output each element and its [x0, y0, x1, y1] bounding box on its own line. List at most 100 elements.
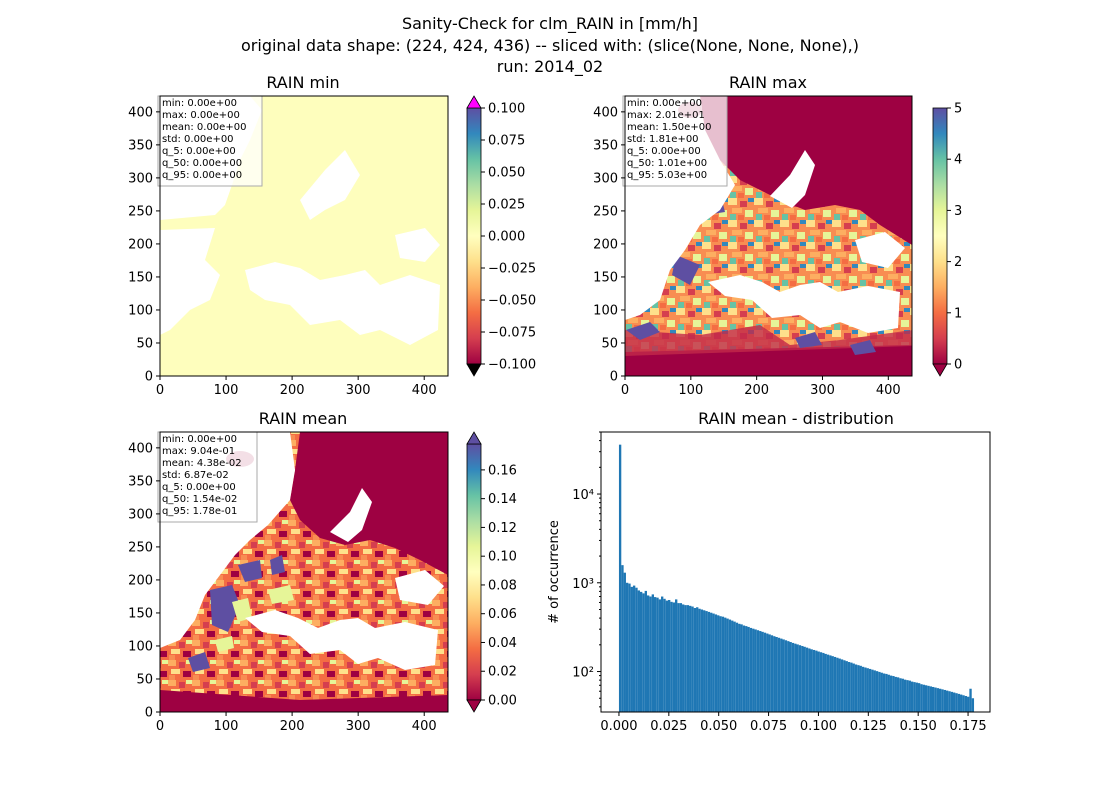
histogram-bar — [658, 599, 662, 712]
x-tick-label: 100 — [214, 719, 239, 734]
histogram-bar — [934, 687, 937, 712]
histogram-bar — [747, 626, 750, 712]
stat-line: q_5: 0.00e+00 — [627, 146, 701, 157]
histogram-bar — [756, 630, 760, 712]
y-tick-label: 350 — [128, 138, 153, 153]
colorbar-tick-label: 0.050 — [488, 166, 525, 181]
panel-rain-max: RAIN max min: 0.00e+00 max: 2.01e+01 mea… — [593, 73, 962, 398]
histogram-bar — [738, 623, 741, 712]
histogram-bar — [910, 681, 914, 712]
colorbar: 0.16 0.14 0.12 0.10 0.08 0.06 0.04 0.02 0.00 — [466, 431, 517, 713]
colorbar-tick-label: −0.075 — [488, 326, 536, 341]
histogram-bar — [969, 688, 972, 712]
histogram-bar — [960, 694, 963, 712]
x-tick-label: 0.050 — [700, 719, 737, 734]
histogram-bar — [927, 685, 930, 712]
suptitle-line-2: original data shape: (224, 424, 436) -- … — [241, 36, 859, 55]
histogram-bar — [696, 607, 699, 712]
x-tick-label: 400 — [412, 383, 437, 398]
x-tick-label: 0.150 — [900, 719, 937, 734]
histogram-bar — [649, 596, 652, 712]
histogram-bar — [768, 634, 771, 712]
x-tick-label: 100 — [214, 383, 239, 398]
histogram-bar — [656, 597, 659, 712]
histogram-bar — [679, 603, 683, 712]
y-tick-label: 250 — [593, 204, 618, 219]
sea-mask-mediterranean — [708, 275, 900, 333]
panel-rain-mean: RAIN mean min: 0.00e+00 max: 9.04e-01 me… — [128, 409, 517, 734]
colorbar-tick-label: 0.08 — [488, 578, 517, 593]
histogram-bar — [777, 637, 781, 712]
histogram-bar — [941, 689, 944, 712]
histogram-bar — [889, 675, 893, 712]
stat-line: q_95: 0.00e+00 — [162, 170, 242, 181]
histogram-axes: 0.000 0.025 0.050 0.075 0.100 0.125 0.150 0.175… — [572, 431, 987, 734]
histogram-bar — [686, 605, 690, 712]
histogram-bar — [672, 602, 676, 712]
histogram-bar — [840, 659, 844, 712]
stat-line: q_95: 1.78e-01 — [162, 506, 237, 517]
y-tick-label: 10⁴ — [572, 488, 594, 503]
colorbar-tick-label: 0.100 — [488, 102, 525, 117]
histogram-bar — [917, 683, 921, 712]
histogram-bar — [775, 636, 778, 712]
histogram-bar — [810, 649, 813, 712]
histogram-bar — [819, 652, 823, 712]
histogram-bar — [639, 591, 643, 712]
x-tick-label: 0 — [621, 383, 629, 398]
histogram-bar — [637, 590, 640, 712]
panel-title: RAIN mean - distribution — [698, 409, 894, 428]
axis-ticks: 0 100 200 300 400 0 50 100 150 200 250 300 350 400 — [128, 441, 436, 734]
histogram-bar — [924, 685, 928, 712]
histogram-bar — [852, 663, 855, 712]
stats-box-frame — [157, 431, 258, 523]
stats-box: min: 0.00e+00 max: 9.04e-01 mean: 4.38e-… — [157, 431, 258, 523]
histogram-bar — [882, 673, 886, 712]
stats-box-frame — [157, 95, 263, 187]
stats-box-frame — [622, 95, 728, 187]
colorbar-tick-label: 0.000 — [488, 230, 525, 245]
histogram-bar — [873, 670, 876, 712]
suptitle-line-1: Sanity-Check for clm_RAIN in [mm/h] — [402, 14, 698, 34]
histogram-bar — [653, 597, 657, 712]
histogram-bar — [808, 648, 811, 712]
histogram-bar — [812, 649, 816, 712]
y-tick-label: 150 — [593, 270, 618, 285]
histogram-bar — [868, 668, 872, 712]
y-tick-label: 400 — [128, 441, 153, 456]
histogram-bar — [971, 698, 975, 712]
axis-ticks: 0 100 200 300 400 0 50 100 150 200 250 300 350 400 — [128, 105, 436, 398]
y-tick-label: 50 — [136, 672, 153, 687]
x-tick-label: 400 — [876, 383, 901, 398]
histogram-bar — [733, 621, 736, 712]
histogram-bar — [714, 614, 718, 712]
histogram-bar — [953, 692, 956, 712]
histogram-bar — [698, 608, 701, 712]
histogram-bar — [885, 673, 888, 712]
histogram-bar — [623, 572, 626, 712]
histogram-bar — [752, 628, 755, 712]
panel-title: RAIN max — [729, 73, 807, 92]
colorbar-gradient — [932, 107, 948, 365]
stat-line: std: 1.81e+00 — [627, 134, 699, 145]
stat-line: q_95: 5.03e+00 — [627, 170, 707, 181]
colorbar-tick-label: 0.00 — [488, 694, 517, 709]
histogram-bar — [950, 691, 954, 712]
axis-ticks: 0 100 200 300 400 0 50 100 150 200 250 300 350 400 — [593, 105, 901, 398]
histogram-bar — [651, 594, 654, 712]
stats-box: min: 0.00e+00 max: 2.01e+01 mean: 1.50e+… — [622, 95, 728, 187]
histogram-bar — [728, 619, 732, 712]
histogram-bar — [644, 590, 647, 712]
histogram-bar — [803, 646, 806, 712]
histogram-bar — [824, 653, 827, 712]
y-tick-label: 200 — [593, 237, 618, 252]
x-tick-label: 200 — [280, 719, 305, 734]
x-tick-label: 0 — [156, 719, 164, 734]
histogram-bar — [829, 655, 832, 712]
histogram-bar — [826, 654, 830, 712]
histogram-bar — [661, 596, 664, 712]
y-tick-label: 10² — [572, 666, 594, 681]
histogram-bar — [871, 669, 874, 712]
histogram-bar — [642, 593, 645, 712]
colorbar-tick-label: 0.04 — [488, 636, 517, 651]
